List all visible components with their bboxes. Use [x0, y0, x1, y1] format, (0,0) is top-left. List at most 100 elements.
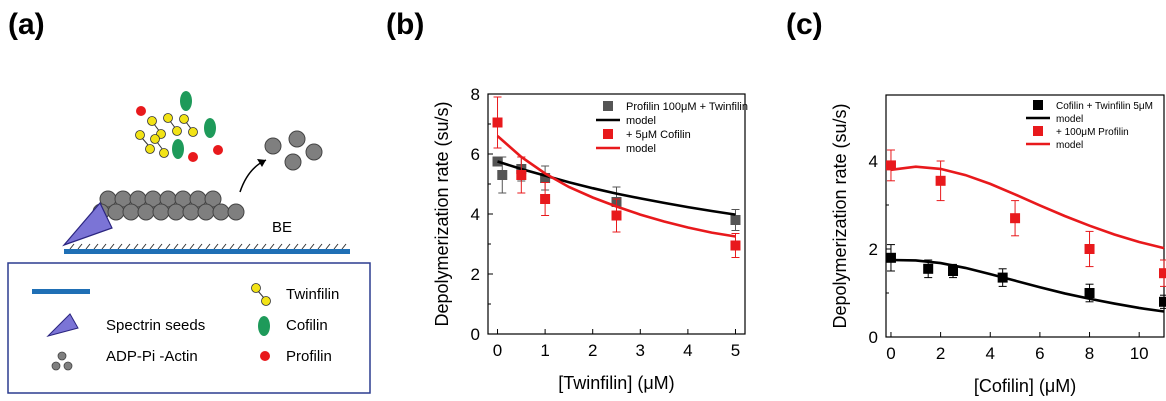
model-line-3 — [890, 165, 1165, 250]
point-marker — [1159, 268, 1166, 279]
x-tick-label: 10 — [1130, 344, 1149, 363]
point-marker — [1084, 288, 1095, 298]
legend-twinfilin-label: Twinfilin — [286, 286, 339, 303]
x-tick-label: 1 — [540, 341, 549, 360]
x-tick-label: 5 — [731, 341, 740, 360]
twinfilin-molecule — [147, 116, 166, 139]
x-tick-label: 2 — [936, 344, 945, 363]
panel-label-c: (c) — [786, 8, 823, 41]
point-marker — [497, 170, 508, 180]
barbed-end-label: BE — [272, 219, 292, 236]
x-tick-label: 0 — [886, 344, 895, 363]
cofilin-molecule — [172, 139, 184, 159]
x-tick-label: 8 — [1085, 344, 1094, 363]
x-tick-label: 0 — [493, 341, 502, 360]
surface-legend-icon — [32, 289, 90, 294]
data-point — [1159, 294, 1166, 309]
point-marker — [492, 117, 503, 128]
legend-marker-swatch — [603, 101, 613, 111]
y-tick-label: 4 — [471, 205, 480, 224]
legend-spectrin-label: Spectrin seeds — [106, 317, 205, 334]
point-marker — [516, 170, 527, 180]
y-tick-label: 0 — [869, 328, 878, 347]
data-point — [885, 244, 896, 272]
point-marker — [1159, 296, 1166, 307]
legend-label: + 5μM Cofilin — [626, 129, 691, 141]
x-axis-label: [Twinfilin] (μM) — [558, 373, 674, 393]
legend-profilin-label: Profilin — [286, 348, 332, 365]
chart-cofilin: 0 2 4 6 8 10 0 2 4 [Cofilin] (μM) Depolymerization… — [830, 94, 1166, 396]
x-tick-label: 4 — [683, 341, 692, 360]
data-point — [1159, 259, 1166, 287]
model-line-1 — [890, 258, 1165, 313]
data-point — [730, 209, 741, 231]
legend-actin-label: ADP-Pi -Actin — [106, 348, 198, 365]
panel-label-a: (a) — [8, 8, 45, 41]
data-point — [611, 198, 622, 233]
data-point — [540, 182, 551, 216]
point-marker — [540, 194, 551, 204]
twinfilin-icon — [251, 283, 271, 306]
y-tick-label: 6 — [471, 145, 480, 164]
legend-label: model — [626, 143, 656, 155]
data-point — [885, 149, 896, 182]
legend-marker-swatch — [1033, 100, 1043, 110]
point-marker — [885, 252, 896, 263]
legend-label: model — [1056, 114, 1083, 125]
point-marker — [885, 160, 896, 171]
released-actin-monomers — [264, 130, 323, 171]
x-tick-label: 2 — [588, 341, 597, 360]
point-marker — [611, 210, 622, 221]
panel-label-b: (b) — [386, 8, 425, 41]
point-marker — [540, 173, 551, 183]
glass-surface — [64, 249, 350, 254]
point-marker — [1084, 244, 1095, 254]
profilin-icon — [260, 351, 270, 361]
spectrin-seed — [62, 201, 113, 247]
x-axis-label: [Cofilin] (μM) — [974, 376, 1076, 396]
point-marker — [935, 175, 946, 186]
x-tick-label: 4 — [986, 344, 995, 363]
legend-label: Cofilin + Twinfilin 5μM — [1056, 101, 1153, 112]
profilin-molecule — [213, 145, 223, 155]
twinfilin-molecule — [135, 130, 155, 154]
twinfilin-molecule — [179, 114, 198, 137]
y-tick-label: 0 — [471, 325, 480, 344]
data-point — [730, 233, 741, 258]
legend-label: Profilin 100μM + Twinfilin — [626, 101, 748, 113]
schematic-panel: BE — [7, 91, 371, 394]
data-point — [492, 96, 503, 149]
y-tick-label: 2 — [869, 240, 878, 259]
point-marker — [730, 215, 741, 225]
point-marker — [948, 266, 959, 276]
data-point — [935, 160, 946, 202]
legend-cofilin-label: Cofilin — [286, 317, 328, 334]
twinfilin-molecule — [150, 134, 169, 158]
profilin-molecule — [188, 152, 198, 162]
twinfilin-molecule — [163, 113, 182, 136]
spectrin-seed-icon — [46, 313, 79, 337]
legend-label: model — [626, 115, 656, 127]
data-point — [1010, 200, 1021, 237]
y-tick-label: 8 — [471, 85, 480, 104]
point-marker — [923, 263, 934, 274]
y-axis-label: Depolymerization rate (su/s) — [432, 101, 452, 326]
point-marker — [730, 240, 741, 251]
x-tick-label: 6 — [1035, 344, 1044, 363]
x-tick-label: 3 — [636, 341, 645, 360]
cofilin-molecule — [180, 91, 192, 111]
surface-linkers — [69, 243, 347, 250]
adp-pi-actin-icon — [51, 351, 73, 371]
actin-filament — [92, 190, 245, 221]
y-axis-label: Depolymerization rate (su/s) — [830, 103, 850, 328]
data-point — [516, 156, 527, 194]
cofilin-molecule — [204, 118, 216, 138]
legend-marker-swatch — [603, 129, 613, 139]
legend-label: + 100μM Profilin — [1056, 127, 1129, 138]
plot-frame — [885, 94, 1165, 338]
y-tick-label: 4 — [869, 152, 878, 171]
legend-marker-swatch — [1033, 126, 1043, 136]
point-marker — [1010, 213, 1021, 224]
model-line-1 — [497, 160, 736, 216]
chart-twinfilin: 0 1 2 3 4 5 0 2 4 6 8 [Twinfilin] (μM) Depolymerizat… — [432, 85, 748, 393]
